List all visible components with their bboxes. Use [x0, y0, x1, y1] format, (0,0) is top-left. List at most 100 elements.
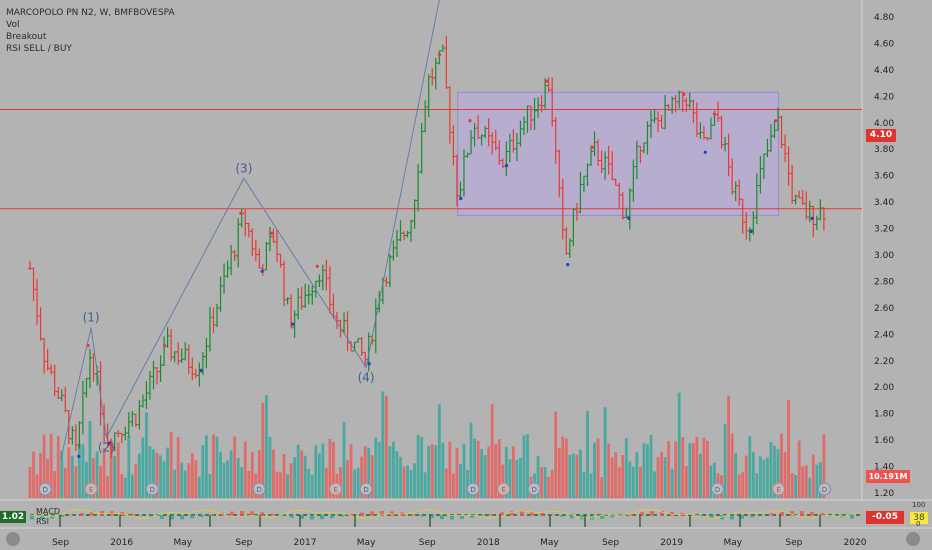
time-axis[interactable]: Sep 2016 May Sep 2017 May Sep 2018 May Sep 2019 May… [52, 538, 867, 548]
macd-histogram-bar [730, 515, 734, 520]
volume-bar [617, 467, 621, 498]
indicator-breakout[interactable]: Breakout [6, 32, 47, 42]
price-tick-label: 3.40 [874, 198, 894, 208]
sub-pane-legend: MACD RSI [36, 507, 60, 527]
volume-bar [434, 445, 438, 498]
volume-bar [67, 447, 71, 498]
event-marker[interactable] [711, 482, 724, 496]
volume-bar [377, 442, 381, 498]
volume-bar [197, 476, 201, 498]
symbol-title[interactable]: MARCOPOLO PN N2, W, BMFBOVESPA [6, 8, 175, 18]
event-marker[interactable] [497, 482, 511, 496]
macd-label[interactable]: MACD [36, 507, 60, 516]
indicator-rsi-sell-buy[interactable]: RSI SELL / BUY [6, 44, 72, 54]
event-marker[interactable] [145, 482, 159, 496]
volume-bar [92, 458, 95, 498]
macd-histogram-bar [200, 515, 204, 517]
macd-histogram-bar [270, 513, 274, 516]
event-marker[interactable] [38, 482, 52, 496]
price-tick-label: 1.20 [874, 489, 894, 499]
volume-bar [448, 441, 452, 498]
volume-bar [155, 453, 159, 498]
range-box[interactable] [457, 91, 780, 216]
event-marker[interactable] [527, 482, 541, 496]
event-marker-letter: E [89, 486, 93, 494]
goto-start-icon[interactable] [6, 532, 20, 546]
volume-bar [494, 444, 498, 498]
settings-icon[interactable] [906, 532, 920, 546]
rsi-sell-dot [269, 231, 274, 235]
macd-histogram-bar [280, 515, 284, 517]
price-tick-label: 3.00 [874, 251, 894, 261]
volume-bar [293, 457, 297, 498]
volume-bar [801, 466, 805, 498]
volume-bar [780, 433, 783, 498]
volume-bar [35, 474, 39, 498]
volume-bar [49, 433, 53, 498]
rsi-sell-dot [315, 264, 319, 268]
volume-value-tag: 10.191M [866, 470, 910, 483]
time-tick-label: 2016 [110, 538, 133, 548]
volume-bar [610, 457, 614, 498]
rsi-sell-dot [544, 79, 549, 83]
macd-histogram-bar [800, 511, 804, 516]
event-marker[interactable] [84, 482, 98, 496]
event-marker[interactable] [817, 482, 831, 496]
macd-histogram-bar [760, 515, 764, 516]
volume-bar [46, 459, 50, 498]
event-marker[interactable] [359, 482, 373, 496]
volume-bar [77, 443, 81, 498]
volume-bar [804, 465, 808, 498]
volume-bar [28, 467, 32, 498]
macd-histogram-bar [490, 513, 494, 516]
volume-bar [490, 404, 494, 498]
macd-histogram-bar [810, 511, 814, 516]
volume-bar [296, 444, 300, 498]
macd-histogram-bar [630, 513, 634, 516]
volume-bar [769, 441, 773, 498]
volume-bar [603, 407, 607, 498]
macd-histogram-bar [710, 515, 714, 519]
volume-bar [589, 473, 593, 498]
volume-bar [102, 448, 106, 498]
macd-histogram-bar [440, 515, 444, 520]
volume-bar [709, 465, 713, 498]
volume-bar [459, 464, 462, 498]
macd-histogram-bar [80, 513, 84, 516]
macd-histogram-bar [320, 515, 324, 520]
wave-label: (3) [235, 161, 252, 175]
macd-histogram-bar [640, 512, 644, 516]
volume-bar [201, 445, 205, 498]
volume-bar [130, 474, 134, 498]
volume-bar [346, 460, 349, 498]
volume-bar [236, 458, 240, 498]
time-tick-label: May [357, 538, 376, 548]
volume-bar [106, 476, 110, 498]
indicator-vol[interactable]: Vol [6, 20, 20, 30]
price-axis[interactable]: 4.80 4.60 4.40 4.20 4.00 3.80 3.60 3.40 3.20 3.00… [874, 13, 894, 499]
volume-bar [646, 444, 649, 498]
volume-bar [540, 467, 544, 498]
event-marker[interactable] [252, 482, 266, 496]
volume-bar [649, 434, 653, 498]
event-marker-letter: E [776, 486, 780, 494]
volume-bar [508, 459, 512, 498]
macd-histogram-bar [550, 514, 554, 516]
macd-histogram-bar [60, 515, 64, 518]
event-marker[interactable] [466, 482, 480, 496]
time-tick-label: Sep [419, 538, 436, 548]
event-marker[interactable] [772, 482, 786, 496]
volume-bar [74, 466, 78, 498]
volume-bar [99, 466, 102, 498]
rsi-sell-dot [86, 343, 90, 348]
volume-bar [272, 449, 275, 498]
volume-bar [399, 456, 402, 498]
volume-bar [169, 432, 173, 498]
rsi-label[interactable]: RSI [36, 517, 49, 526]
event-marker[interactable] [329, 482, 343, 496]
rsi-buy-dot [367, 362, 371, 366]
volume-bar [310, 474, 314, 498]
elliott-wave-path[interactable] [60, 0, 443, 461]
